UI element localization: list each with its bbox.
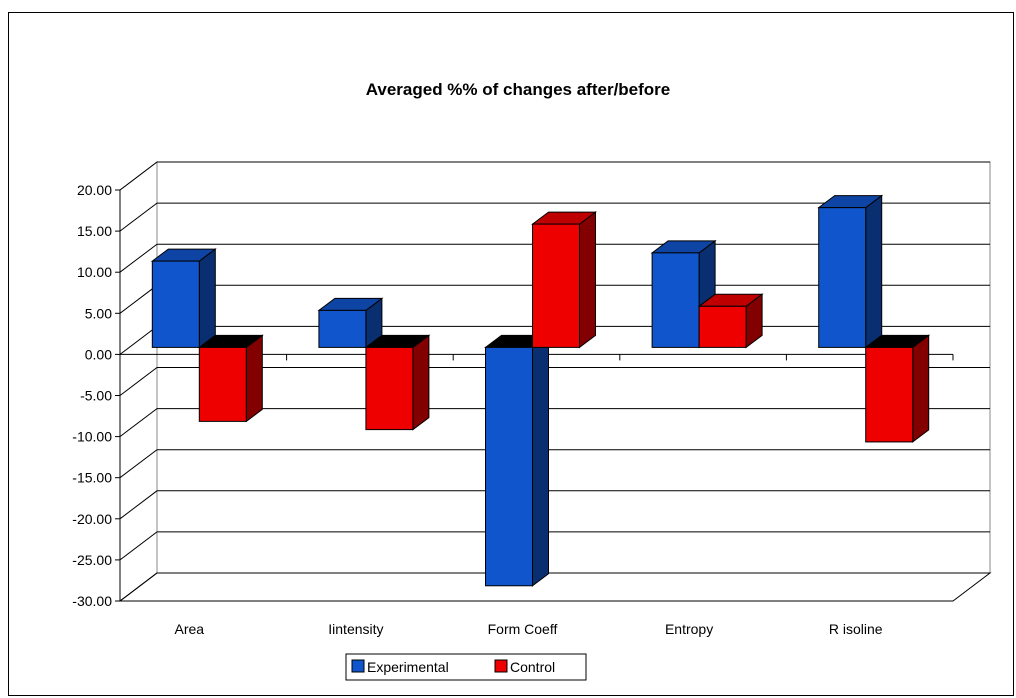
- legend-label-control: Control: [510, 659, 555, 675]
- gridline: [119, 408, 990, 437]
- bar-side: [865, 194, 883, 349]
- x-tick-label: R isoline: [829, 621, 883, 637]
- legend-label-experimental: Experimental: [367, 659, 449, 675]
- x-tick-label: Form Coeff: [488, 621, 558, 637]
- gridline: [119, 449, 990, 479]
- y-tick-label: 5.00: [85, 305, 112, 321]
- y-tick-label: 0.00: [85, 346, 112, 362]
- bar: [532, 223, 581, 348]
- gridline: [119, 572, 990, 602]
- bar: [485, 346, 534, 587]
- gridline: [119, 490, 990, 520]
- y-tick-label: -10.00: [72, 429, 112, 445]
- bar-side: [412, 334, 430, 431]
- chart-title: Averaged %% of changes after/before: [366, 80, 671, 99]
- x-tick-label: Area: [175, 621, 205, 637]
- legend-box: [345, 653, 587, 681]
- y-tick-label: -5.00: [80, 388, 112, 404]
- bar-side: [532, 334, 550, 587]
- bar-side: [912, 334, 930, 443]
- x-tick-label: Entropy: [665, 621, 713, 637]
- x-tick-label: Iintensity: [328, 621, 383, 637]
- legend: Experimental Control: [345, 653, 587, 681]
- bar: [318, 309, 367, 348]
- gridline: [119, 202, 990, 232]
- bar: [698, 305, 747, 348]
- y-tick-label: 20.00: [77, 182, 112, 198]
- y-tick-label: -25.00: [72, 552, 112, 568]
- gridline: [119, 531, 990, 561]
- y-tick-label: -20.00: [72, 511, 112, 527]
- y-tick-label: 15.00: [77, 223, 112, 239]
- bar-side: [198, 248, 216, 349]
- gridline: [119, 367, 990, 396]
- floor: [118, 572, 992, 602]
- plot-area: -30.00 -25.00 -20.00 -15.00 -10.00 -5.00 0.00 5…: [72, 160, 992, 637]
- y-tick-label: 10.00: [77, 264, 112, 280]
- bar-side: [245, 334, 263, 423]
- bar: [365, 346, 414, 431]
- y-tick-label: -15.00: [72, 470, 112, 486]
- bar: [865, 346, 914, 443]
- bar: [818, 207, 867, 348]
- bar: [651, 252, 700, 348]
- legend-swatch-experimental: [351, 659, 365, 673]
- legend-swatch-control: [494, 659, 508, 673]
- bar: [198, 346, 247, 422]
- bar-side: [579, 211, 597, 349]
- y-tick-label: -30.00: [72, 593, 112, 609]
- bar: [151, 260, 200, 348]
- gridline: [119, 161, 990, 191]
